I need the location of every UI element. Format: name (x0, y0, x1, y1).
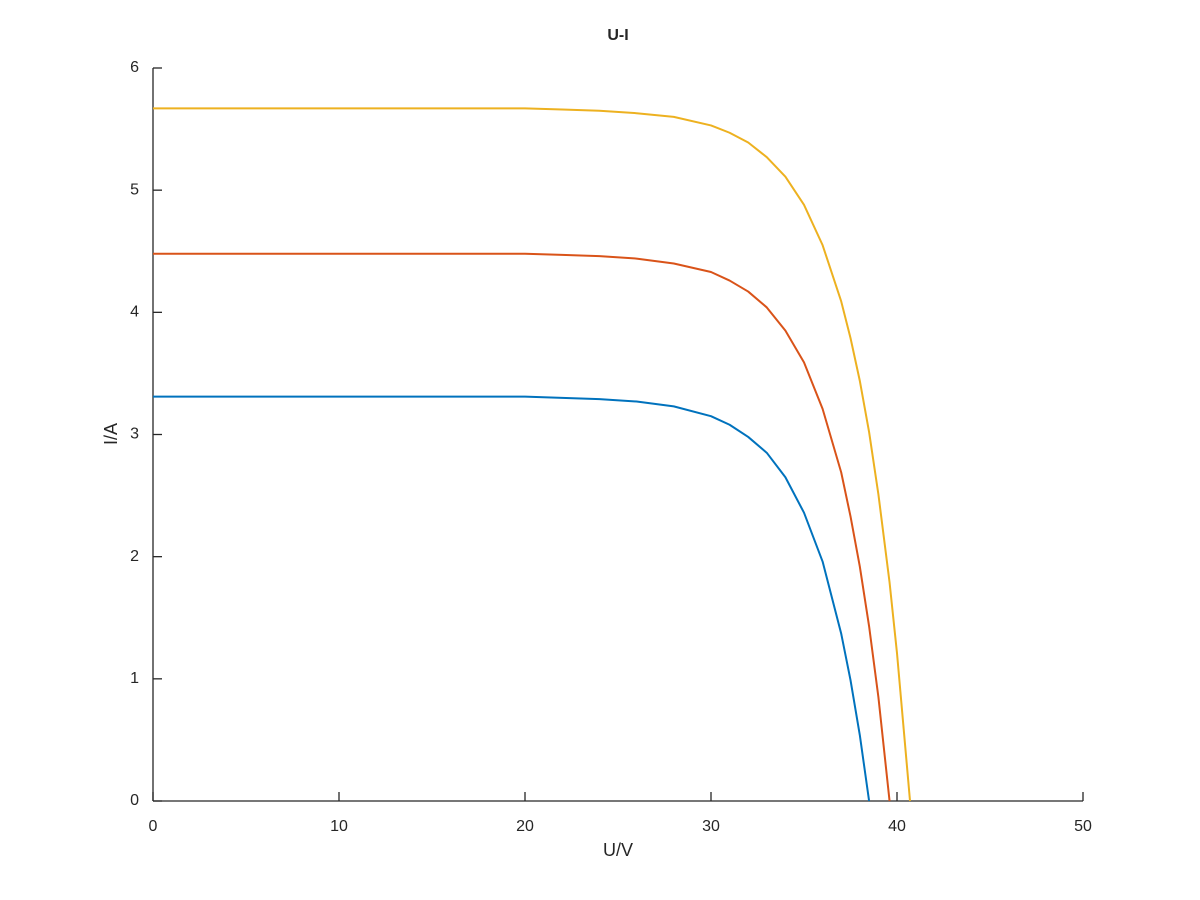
y-tick-label: 4 (130, 304, 139, 321)
y-tick-label: 0 (130, 792, 139, 809)
x-tick-label: 0 (149, 818, 158, 835)
series-line (153, 252, 891, 802)
x-tick-label: 40 (888, 818, 906, 835)
x-tick-label: 50 (1074, 818, 1092, 835)
x-axis-label: U/V (603, 840, 633, 860)
x-tick-label: 20 (516, 818, 534, 835)
x-tick-label: 30 (702, 818, 720, 835)
chart-title: U-I (607, 27, 628, 44)
series-line (153, 107, 912, 802)
y-axis-label: I/A (101, 423, 121, 445)
x-tick-label: 10 (330, 818, 348, 835)
y-tick-label: 5 (130, 181, 139, 198)
y-tick-label: 6 (130, 59, 139, 76)
y-tick-label: 1 (130, 670, 139, 687)
series-line (153, 395, 871, 802)
y-tick-label: 3 (130, 426, 139, 443)
y-tick-label: 2 (130, 548, 139, 565)
